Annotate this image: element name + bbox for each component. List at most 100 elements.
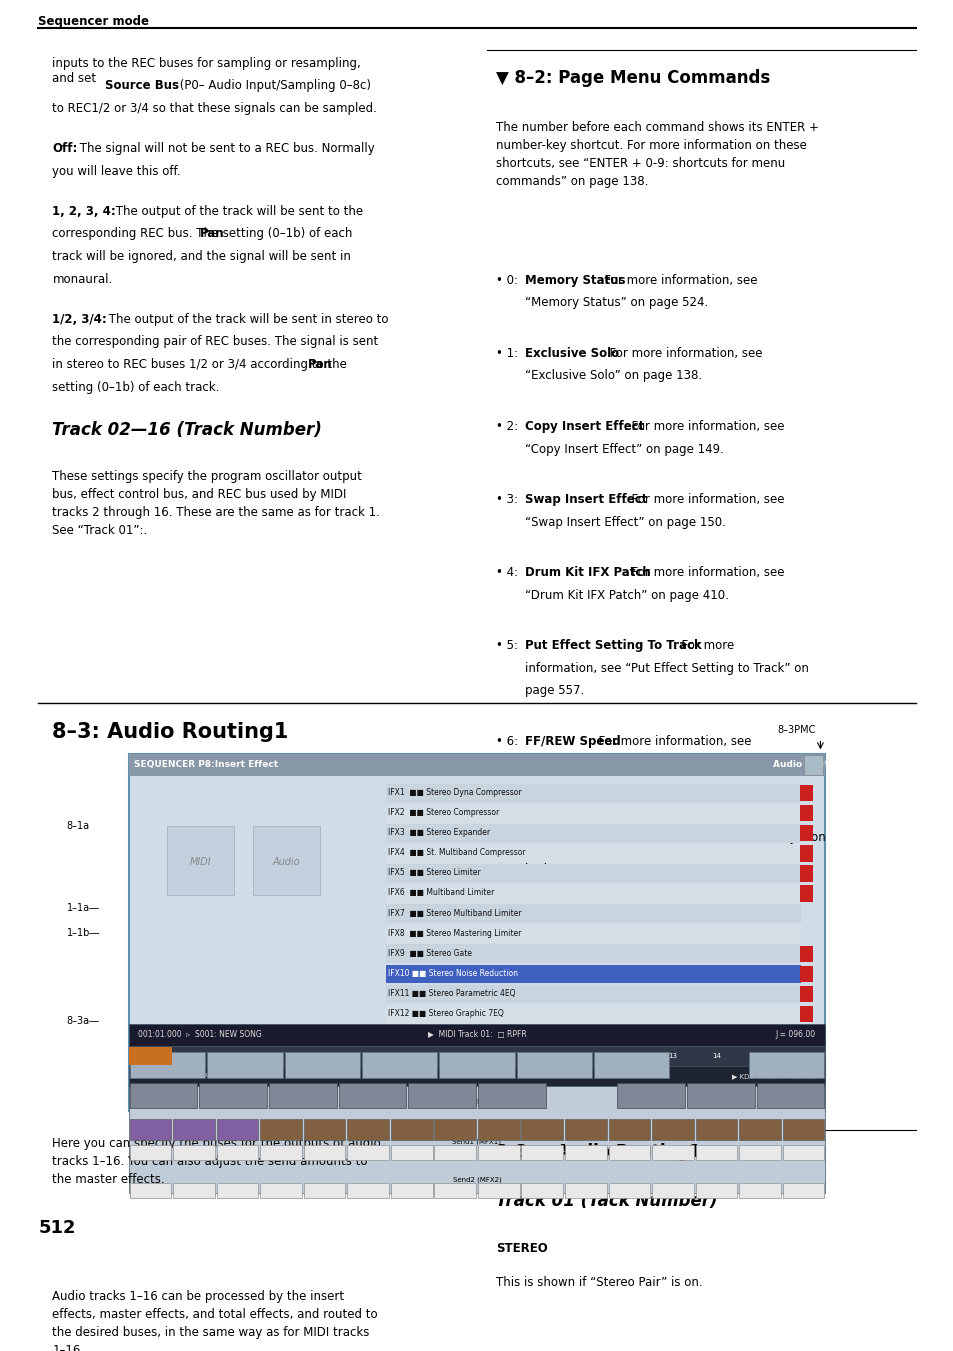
Text: Source Bus: Source Bus (105, 80, 179, 92)
Text: 1–1b―: 1–1b― (67, 928, 100, 938)
Text: Set Location: Set Location (524, 808, 607, 821)
FancyBboxPatch shape (129, 1086, 824, 1193)
Text: 000: 000 (319, 1151, 330, 1155)
Text: inputs to the REC buses for sampling or resampling,
and set: inputs to the REC buses for sampling or … (52, 57, 361, 85)
Text: 000: 000 (667, 1151, 678, 1155)
Text: FF/REW Speed: FF/REW Speed (524, 735, 619, 748)
Text: SEQUENCER P8:Insert Effect: SEQUENCER P8:Insert Effect (133, 761, 277, 769)
Text: MFX/TFX: MFX/TFX (776, 1093, 803, 1097)
Text: 512: 512 (38, 1219, 75, 1238)
Text: . For more information, see: . For more information, see (596, 274, 757, 286)
FancyBboxPatch shape (521, 1146, 562, 1161)
FancyBboxPatch shape (386, 844, 801, 863)
FancyBboxPatch shape (130, 1146, 172, 1161)
Text: Sequencer mode: Sequencer mode (38, 15, 149, 28)
Text: L/R: L/R (407, 1127, 416, 1132)
Text: KARMA: KARMA (639, 1093, 661, 1097)
Text: Audio tracks 1–16 can be processed by the insert
effects, master effects, and to: Audio tracks 1–16 can be processed by th… (52, 1290, 377, 1351)
Text: 12: 12 (624, 1054, 633, 1059)
FancyBboxPatch shape (386, 904, 801, 923)
Text: Audio: Audio (272, 857, 300, 866)
Text: IFX2  ■■ Stereo Compressor: IFX2 ■■ Stereo Compressor (388, 808, 499, 817)
Text: • 5:: • 5: (496, 639, 521, 653)
Text: IFX7  ■■ Stereo Multiband Limiter: IFX7 ■■ Stereo Multiband Limiter (388, 909, 521, 917)
Text: IFX10 ■■ Stereo Noise Reduction: IFX10 ■■ Stereo Noise Reduction (388, 969, 517, 978)
Text: . For more information, see: . For more information, see (623, 566, 784, 580)
Text: 000: 000 (145, 1188, 155, 1193)
Text: MIDI: MIDI (190, 857, 211, 866)
Text: 10: 10 (537, 1054, 546, 1059)
Text: Common
FX LFO: Common FX LFO (770, 1059, 801, 1071)
Text: These settings specify the program oscillator output
bus, effect control bus, an: These settings specify the program oscil… (52, 470, 380, 538)
Text: 5: 5 (322, 1054, 327, 1059)
Text: 000: 000 (145, 1151, 155, 1155)
FancyBboxPatch shape (652, 1119, 693, 1140)
Text: “FF/REW Speed” on page 525.: “FF/REW Speed” on page 525. (524, 758, 702, 770)
Text: 10: 10 (147, 1127, 153, 1132)
Text: Play/REC: Play/REC (150, 1093, 177, 1097)
Text: Pattern
/RPPR: Pattern /RPPR (500, 1090, 522, 1101)
Text: Put Effect Setting To Track: Put Effect Setting To Track (524, 639, 700, 653)
Text: IFX4  ■■ St. Multiband Compressor: IFX4 ■■ St. Multiband Compressor (388, 848, 525, 858)
Text: 9: 9 (496, 1054, 500, 1059)
FancyBboxPatch shape (207, 1052, 282, 1078)
FancyBboxPatch shape (391, 1119, 432, 1140)
Text: 000: 000 (493, 1151, 503, 1155)
FancyBboxPatch shape (386, 944, 801, 963)
Text: 13: 13 (668, 1054, 677, 1059)
Text: • 4:: • 4: (496, 566, 521, 580)
Text: setting (0–1b) of each: setting (0–1b) of each (219, 227, 353, 240)
FancyBboxPatch shape (781, 1146, 823, 1161)
Text: The output of the track will be sent to the: The output of the track will be sent to … (112, 205, 362, 218)
Text: L/R: L/R (320, 1127, 329, 1132)
Text: ▶ KDD  I-A004: Tricki lot: ▶ KDD I-A004: Tricki lot (731, 1073, 815, 1079)
FancyBboxPatch shape (438, 1052, 515, 1078)
FancyBboxPatch shape (594, 1052, 669, 1078)
FancyBboxPatch shape (686, 1082, 754, 1108)
Text: Here you can specify the buses for the outputs of audio
tracks 1–16. You can als: Here you can specify the buses for the o… (52, 1136, 381, 1186)
Text: L/R: L/R (451, 1127, 459, 1132)
FancyBboxPatch shape (617, 1082, 684, 1108)
Text: 8–3: Audio Routing1: 8–3: Audio Routing1 (52, 723, 289, 742)
Text: IFX
1-12: IFX 1-12 (623, 1059, 639, 1071)
Text: 12: 12 (233, 1127, 241, 1132)
FancyBboxPatch shape (269, 1082, 336, 1108)
FancyBboxPatch shape (130, 1119, 172, 1140)
FancyBboxPatch shape (477, 1082, 545, 1108)
Text: L/R: L/R (494, 1127, 502, 1132)
Text: L/R: L/R (624, 1127, 633, 1132)
Text: • 7:: • 7: (496, 808, 521, 821)
Text: information, see “Put Effect Setting to Track” on: information, see “Put Effect Setting to … (524, 662, 808, 676)
Text: 000: 000 (754, 1151, 764, 1155)
Text: STEREO: STEREO (496, 1242, 547, 1255)
Text: . For more information, see: . For more information, see (591, 735, 751, 748)
Text: 000: 000 (580, 1188, 591, 1193)
FancyBboxPatch shape (130, 1052, 205, 1078)
Text: 8–3a:  Audio Routing1: 8–3a: Audio Routing1 (496, 1143, 700, 1161)
Text: 6: 6 (366, 1054, 370, 1059)
Text: Pan: Pan (308, 358, 333, 372)
FancyBboxPatch shape (517, 1052, 592, 1078)
FancyBboxPatch shape (748, 1052, 823, 1078)
FancyBboxPatch shape (521, 1183, 562, 1198)
Text: Audio Routing1: Audio Routing1 (772, 761, 850, 769)
Text: 000: 000 (754, 1188, 764, 1193)
Text: • 3:: • 3: (496, 493, 521, 507)
Text: you will leave this off.: you will leave this off. (52, 165, 181, 177)
Text: to REC1/2 or 3/4 so that these signals can be sampled.: to REC1/2 or 3/4 so that these signals c… (52, 101, 377, 115)
FancyBboxPatch shape (216, 1146, 258, 1161)
FancyBboxPatch shape (386, 924, 801, 943)
Text: “Swap Insert Effect” on page 150.: “Swap Insert Effect” on page 150. (524, 516, 725, 528)
Text: setting (0–1b) of each track.: setting (0–1b) of each track. (52, 381, 219, 393)
Text: Track 02—16 (Track Number): Track 02—16 (Track Number) (52, 420, 322, 439)
FancyBboxPatch shape (361, 1052, 436, 1078)
Text: 000: 000 (362, 1151, 373, 1155)
Text: 16: 16 (798, 1054, 807, 1059)
FancyBboxPatch shape (167, 827, 233, 896)
Text: 14: 14 (711, 1054, 720, 1059)
FancyBboxPatch shape (434, 1119, 476, 1140)
Text: L/R: L/R (668, 1127, 677, 1132)
FancyBboxPatch shape (391, 1146, 432, 1161)
Text: “Memory Status” on page 524.: “Memory Status” on page 524. (524, 296, 707, 309)
Text: AT 01 0002: GUITAR1       0002: AT 01 0002: GUITAR1 0002 (138, 1073, 247, 1079)
